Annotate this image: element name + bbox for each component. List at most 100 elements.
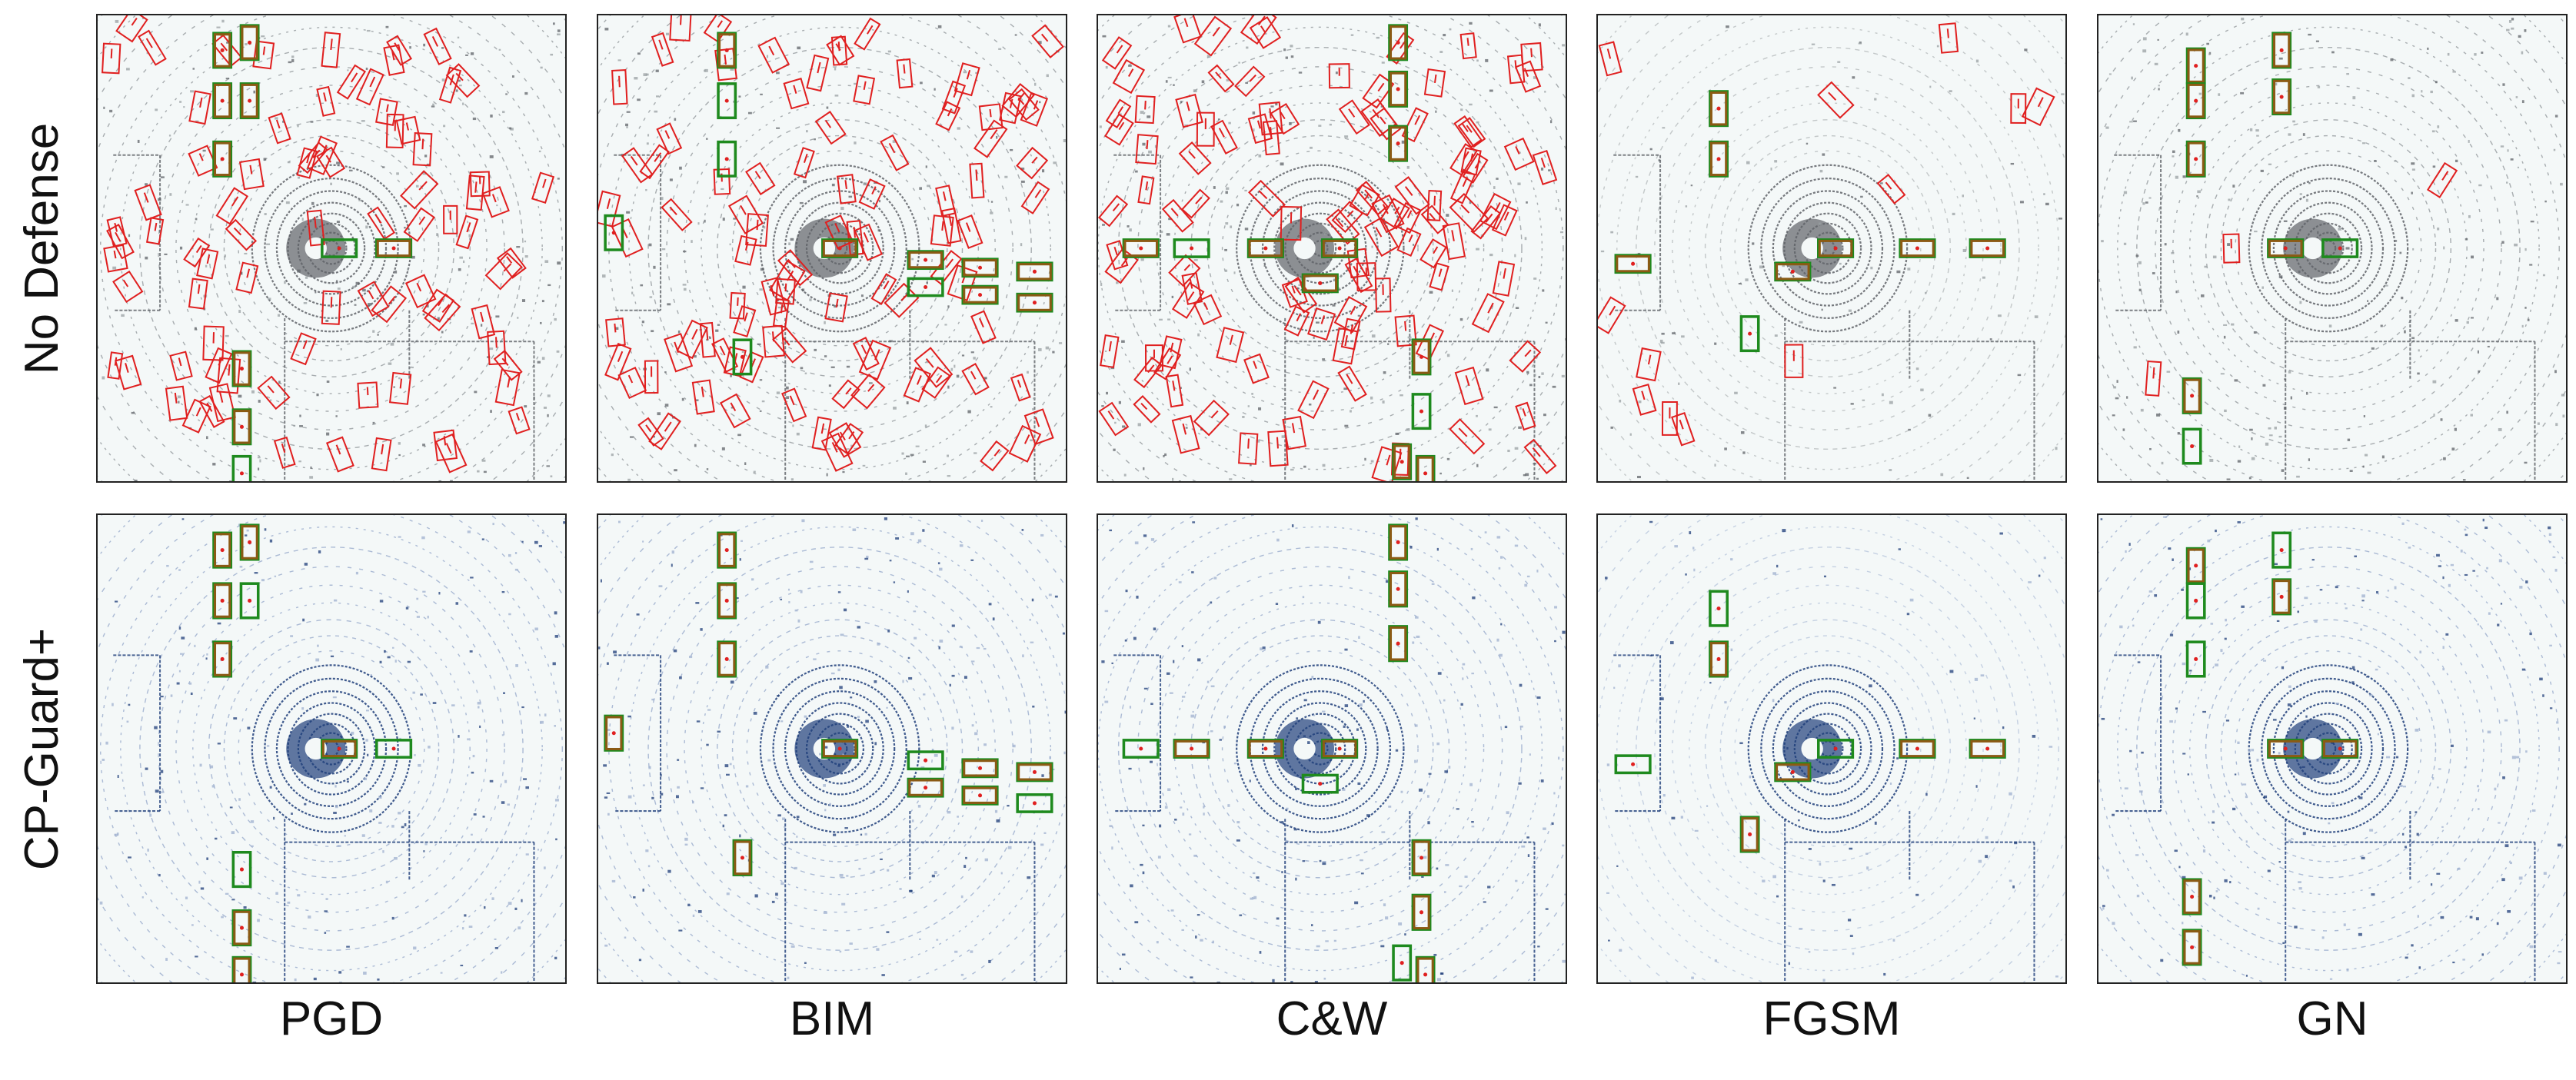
attack-box bbox=[745, 213, 769, 248]
attack-box bbox=[455, 214, 479, 250]
pred-box bbox=[1413, 895, 1430, 930]
bev-scene bbox=[98, 515, 565, 982]
pred-box bbox=[241, 25, 258, 60]
attack-box bbox=[1104, 248, 1139, 284]
pred-box bbox=[213, 141, 231, 177]
attack-box bbox=[355, 68, 384, 106]
attack-box bbox=[836, 174, 857, 204]
attack-box bbox=[1362, 73, 1395, 109]
attack-box bbox=[1370, 107, 1402, 141]
pred-box bbox=[1389, 25, 1407, 60]
attack-box bbox=[1523, 438, 1557, 474]
box-center bbox=[1396, 587, 1400, 591]
box-center bbox=[2190, 945, 2195, 949]
pred-box bbox=[241, 83, 258, 118]
attack-box bbox=[188, 90, 211, 125]
gt-box bbox=[231, 955, 252, 982]
scatter-points bbox=[2101, 17, 2565, 481]
attack-box bbox=[469, 171, 491, 198]
gt-box bbox=[231, 454, 252, 481]
attack-box bbox=[321, 290, 341, 325]
attack-box bbox=[371, 437, 392, 472]
attack-box bbox=[325, 436, 354, 473]
pred-box bbox=[213, 583, 231, 618]
attack-box bbox=[703, 15, 733, 43]
box-center bbox=[2283, 246, 2288, 251]
attack-box bbox=[1632, 384, 1657, 416]
attack-box bbox=[169, 351, 193, 381]
building-edges bbox=[113, 654, 535, 982]
attack-box bbox=[781, 387, 807, 423]
gt-box bbox=[375, 739, 413, 759]
attack-box bbox=[1420, 204, 1449, 234]
scatter-points bbox=[1600, 25, 2065, 479]
attack-box bbox=[1207, 64, 1235, 93]
attack-box bbox=[1133, 356, 1163, 389]
attack-box bbox=[1396, 227, 1422, 258]
box-center bbox=[1985, 746, 1990, 751]
pred-box bbox=[321, 739, 357, 758]
pred-box bbox=[2187, 548, 2205, 583]
attack-box bbox=[1210, 119, 1238, 155]
pred-box bbox=[213, 83, 231, 118]
attack-box bbox=[1338, 99, 1370, 135]
box-center bbox=[1396, 87, 1400, 91]
attack-box bbox=[961, 363, 990, 396]
box-center bbox=[1716, 157, 1721, 161]
attack-box bbox=[235, 261, 259, 294]
attack-box bbox=[970, 310, 997, 344]
box-center bbox=[1139, 746, 1143, 751]
pred-box bbox=[1413, 840, 1430, 876]
attack-box bbox=[1267, 430, 1289, 467]
attack-box bbox=[216, 357, 241, 394]
pred-box bbox=[2322, 739, 2358, 758]
attack-box bbox=[481, 186, 510, 218]
attack-box bbox=[1193, 15, 1233, 57]
box-center bbox=[1716, 656, 1721, 661]
pred-box bbox=[1900, 739, 1935, 758]
attack-box bbox=[1419, 238, 1447, 269]
box-center bbox=[239, 925, 244, 930]
ego-vehicle bbox=[2301, 737, 2324, 760]
attack-box bbox=[383, 44, 405, 76]
box-center bbox=[239, 867, 244, 872]
box-center bbox=[978, 793, 983, 798]
row-label-text: CP-Guard+ bbox=[15, 627, 69, 870]
pred-box bbox=[233, 410, 251, 444]
panel-cp-guard-cw bbox=[1097, 513, 1567, 984]
attack-box bbox=[1328, 63, 1350, 89]
pred-box bbox=[1389, 571, 1407, 606]
box-center bbox=[1748, 331, 1752, 336]
box-center bbox=[391, 246, 396, 251]
box-center bbox=[724, 548, 729, 553]
box-center bbox=[337, 246, 341, 251]
attack-box bbox=[940, 208, 962, 244]
attack-box bbox=[1457, 117, 1486, 148]
pred-box bbox=[1248, 239, 1283, 258]
attack-box bbox=[496, 247, 527, 279]
pred-box bbox=[605, 716, 623, 751]
box-center bbox=[1032, 301, 1037, 305]
box-center bbox=[1396, 540, 1400, 544]
building-edges bbox=[2114, 654, 2536, 982]
attack-box bbox=[146, 217, 165, 245]
pred-box bbox=[718, 33, 736, 68]
attack-box bbox=[941, 80, 967, 115]
attack-box bbox=[423, 27, 452, 65]
attack-box bbox=[896, 58, 914, 89]
box-center bbox=[220, 48, 225, 52]
object-boxes bbox=[1122, 523, 1436, 982]
box-center bbox=[1396, 40, 1400, 45]
box-center bbox=[1915, 746, 1919, 751]
attack-box bbox=[1249, 16, 1282, 49]
attack-box bbox=[834, 423, 864, 455]
pred-box bbox=[1389, 126, 1407, 161]
attack-box bbox=[1280, 205, 1303, 241]
row-label-text: No Defense bbox=[15, 122, 69, 374]
attack-box bbox=[760, 277, 787, 316]
attack-box bbox=[1270, 103, 1300, 135]
building-edges bbox=[614, 654, 1036, 982]
attack-box bbox=[954, 62, 980, 97]
attack-box bbox=[1175, 93, 1203, 128]
attack-box bbox=[1449, 418, 1486, 455]
